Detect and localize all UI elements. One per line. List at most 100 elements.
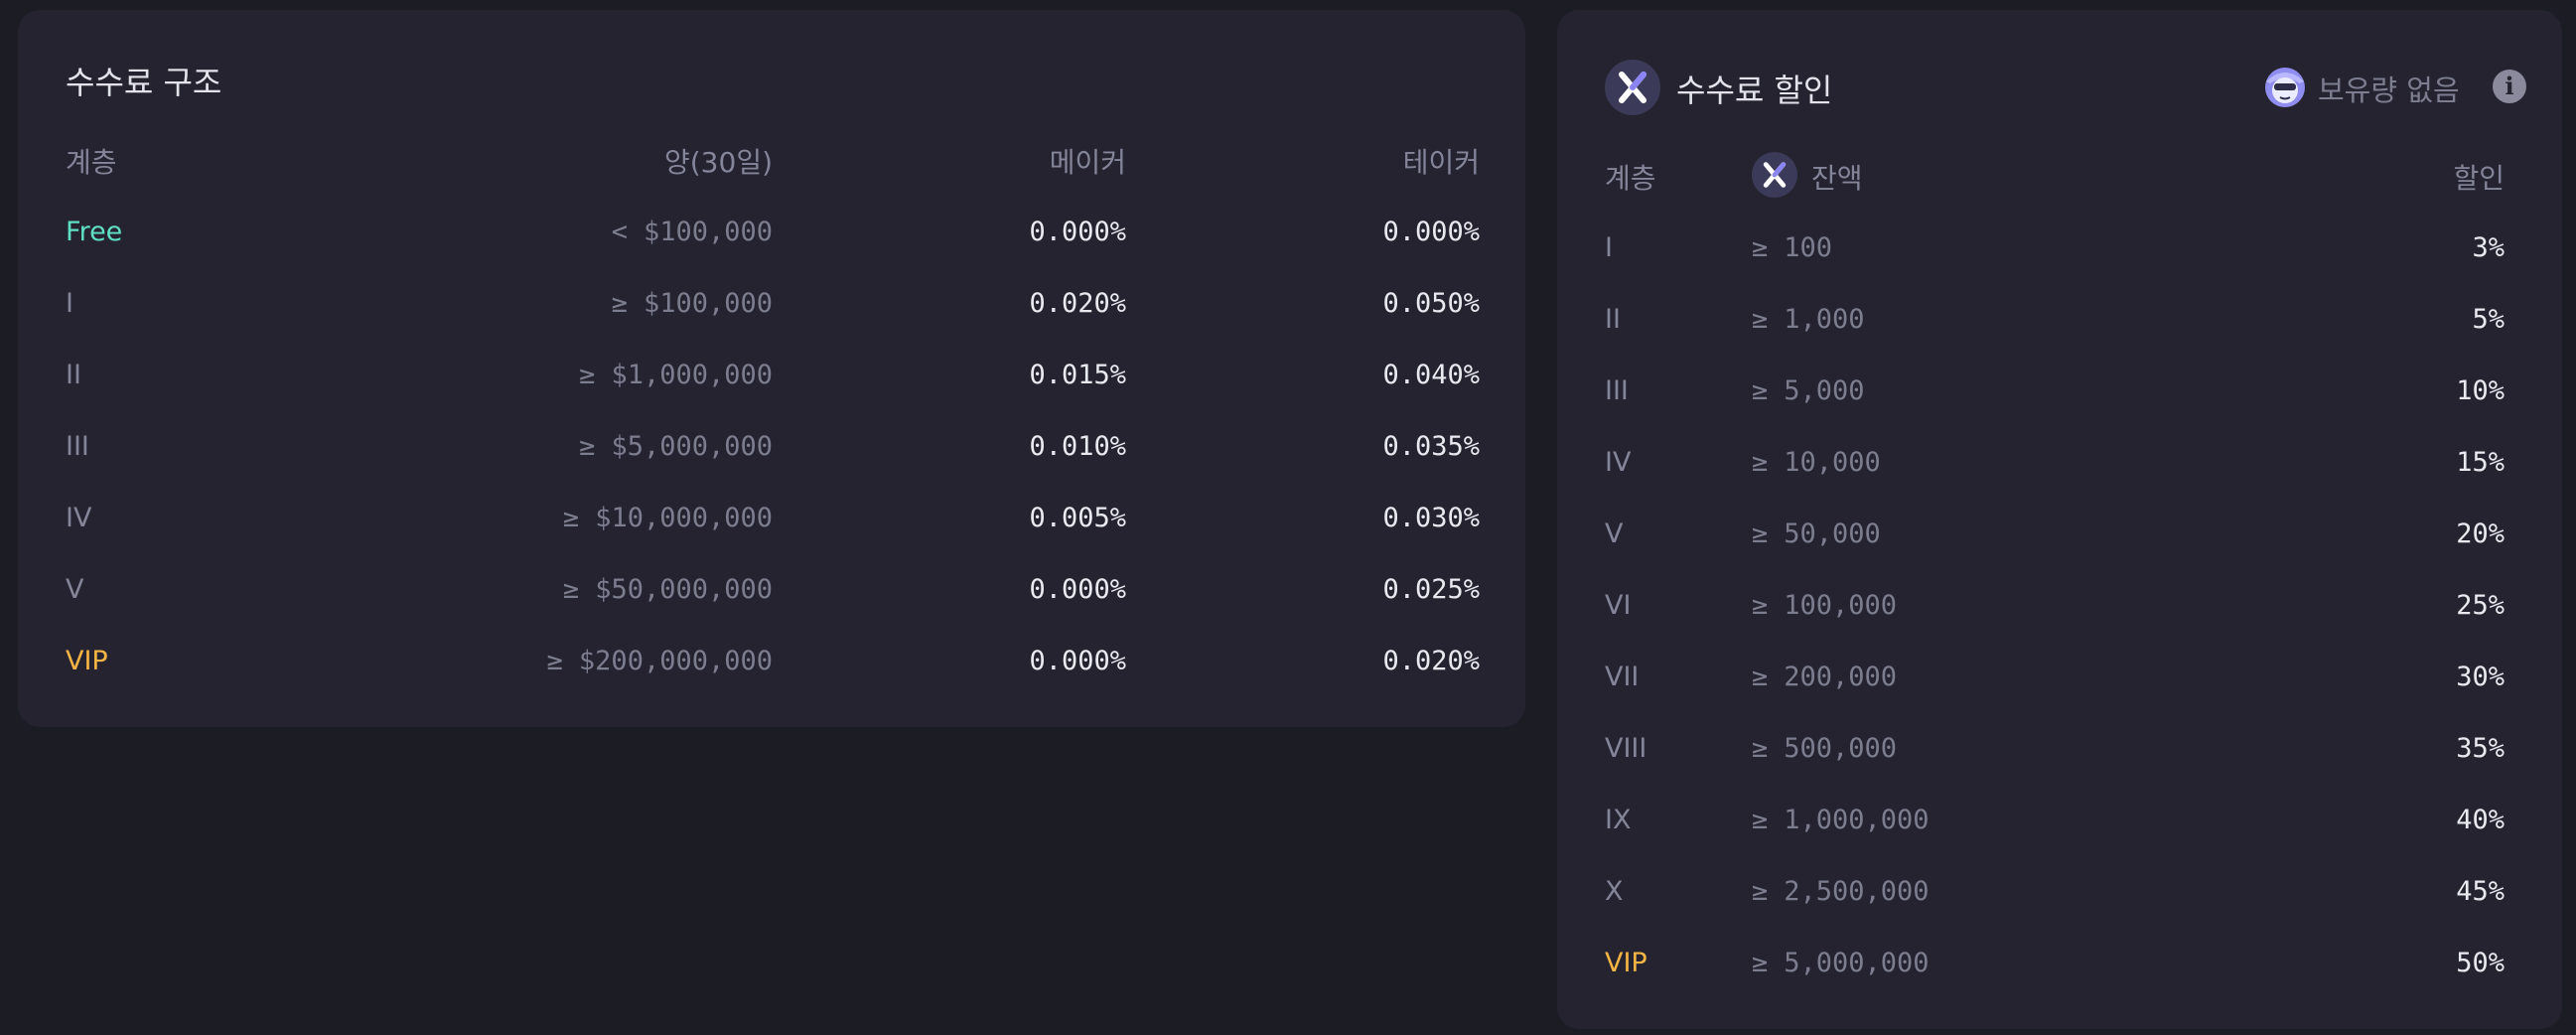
comparison-operator: ≥ (546, 646, 563, 676)
balance-threshold: ≥50,000 (1752, 517, 1881, 552)
taker-fee: 0.030% (1382, 503, 1480, 533)
balance-amount: 5,000,000 (1784, 948, 1930, 978)
balance-amount: 100 (1784, 232, 1833, 263)
tier-header: 계층 (1605, 162, 1656, 195)
discount-percent: 40% (2456, 805, 2504, 835)
balance-threshold: ≥500,000 (1752, 731, 1897, 767)
discount-percent: 45% (2456, 876, 2504, 907)
maker-header: 메이커 (1049, 146, 1126, 179)
comparison-operator: ≥ (562, 503, 580, 533)
volume-threshold: ≥ $200,000,000 (547, 644, 773, 679)
maker-fee: 0.015% (1029, 360, 1126, 390)
tier-label: I (66, 288, 73, 319)
volume-threshold: < $100,000 (612, 215, 773, 250)
comparison-operator: ≥ (562, 574, 580, 605)
discount-percent: 10% (2456, 375, 2504, 406)
tier-label: Free (66, 217, 123, 247)
discount-percent: 50% (2456, 948, 2504, 978)
volume-amount: $1,000,000 (611, 360, 773, 390)
comparison-operator: ≥ (1752, 876, 1769, 907)
maker-fee: 0.005% (1029, 503, 1126, 533)
comparison-operator: ≥ (1752, 304, 1769, 335)
x-token-icon (1605, 60, 1660, 115)
volume-amount: $5,000,000 (611, 431, 773, 462)
balance-threshold: ≥200,000 (1752, 660, 1897, 695)
balance-threshold: ≥5,000,000 (1752, 946, 1930, 981)
comparison-operator: < (611, 217, 628, 247)
discount-percent: 3% (2472, 232, 2504, 263)
balance-threshold: ≥1,000 (1752, 302, 1865, 338)
taker-fee: 0.020% (1382, 646, 1480, 676)
discount-header: 할인 (2453, 162, 2504, 195)
balance-threshold: ≥5,000 (1752, 373, 1865, 409)
tier-header: 계층 (66, 146, 117, 179)
comparison-operator: ≥ (1752, 662, 1769, 692)
discount-percent: 5% (2472, 304, 2504, 335)
info-icon[interactable]: i (2493, 70, 2526, 103)
comparison-operator: ≥ (579, 431, 596, 462)
balance-threshold: ≥1,000,000 (1752, 803, 1930, 838)
comparison-operator: ≥ (1752, 518, 1769, 549)
comparison-operator: ≥ (611, 288, 628, 319)
balance-amount: 200,000 (1784, 662, 1898, 692)
tier-label: II (1605, 304, 1621, 335)
taker-header: 테이커 (1402, 146, 1480, 179)
tier-label: II (66, 360, 81, 390)
comparison-operator: ≥ (1752, 447, 1769, 478)
volume-threshold: ≥ $1,000,000 (579, 358, 773, 393)
comparison-operator: ≥ (1752, 948, 1769, 978)
comparison-operator: ≥ (1752, 232, 1769, 263)
volume-amount: $50,000,000 (595, 574, 773, 605)
balance-amount: 1,000 (1784, 304, 1865, 335)
volume-amount: $10,000,000 (595, 503, 773, 533)
volume-amount: $100,000 (643, 217, 773, 247)
tier-label: IV (1605, 447, 1632, 478)
comparison-operator: ≥ (1752, 805, 1769, 835)
tier-label: VI (1605, 590, 1632, 621)
balance-threshold: ≥2,500,000 (1752, 874, 1930, 910)
discount-percent: 15% (2456, 447, 2504, 478)
taker-fee: 0.035% (1382, 431, 1480, 462)
discount-percent: 35% (2456, 733, 2504, 764)
discount-percent: 30% (2456, 662, 2504, 692)
tier-label: III (66, 431, 89, 462)
fee-discount-title: 수수료 할인 (1676, 72, 1833, 109)
volume-threshold: ≥ $100,000 (612, 286, 773, 322)
balance-amount: 50,000 (1784, 518, 1881, 549)
balance-amount: 5,000 (1784, 375, 1865, 406)
fee-structure-panel: 수수료 구조 계층 양(30일) 메이커 테이커 Free < $100,000 0.… (18, 10, 1525, 727)
balance-header: 잔액 (1811, 162, 1863, 195)
volume-amount: $100,000 (643, 288, 773, 319)
taker-fee: 0.040% (1382, 360, 1480, 390)
taker-fee: 0.050% (1382, 288, 1480, 319)
balance-threshold: ≥100,000 (1752, 588, 1897, 624)
tier-label: I (1605, 232, 1613, 263)
volume-header: 양(30일) (664, 146, 773, 179)
balance-amount: 500,000 (1784, 733, 1898, 764)
fee-discount-panel: 수수료 할인 보유량 없음 i 계층 잔액 할인 I ≥100 3% II ≥1,000… (1557, 10, 2562, 1029)
balance-threshold: ≥10,000 (1752, 445, 1881, 481)
balance-threshold: ≥100 (1752, 230, 1832, 266)
volume-threshold: ≥ $50,000,000 (563, 572, 773, 608)
tier-label: III (1605, 375, 1629, 406)
tier-label: VIP (66, 646, 108, 676)
balance-amount: 2,500,000 (1784, 876, 1930, 907)
volume-threshold: ≥ $5,000,000 (579, 429, 773, 465)
maker-fee: 0.020% (1029, 288, 1126, 319)
mascot-avatar-icon (2260, 62, 2310, 115)
balance-amount: 10,000 (1784, 447, 1881, 478)
x-token-icon (1752, 152, 1797, 198)
tier-label: V (1605, 518, 1624, 549)
fee-structure-title: 수수료 구조 (66, 64, 222, 101)
comparison-operator: ≥ (1752, 590, 1769, 621)
comparison-operator: ≥ (1752, 375, 1769, 406)
tier-label: V (66, 574, 84, 605)
volume-threshold: ≥ $10,000,000 (563, 501, 773, 536)
maker-fee: 0.000% (1029, 217, 1126, 247)
balance-amount: 1,000,000 (1784, 805, 1930, 835)
tier-label: IV (66, 503, 92, 533)
holdings-status: 보유량 없음 (2318, 74, 2460, 107)
tier-label: VIP (1605, 948, 1647, 978)
maker-fee: 0.000% (1029, 574, 1126, 605)
discount-percent: 25% (2456, 590, 2504, 621)
